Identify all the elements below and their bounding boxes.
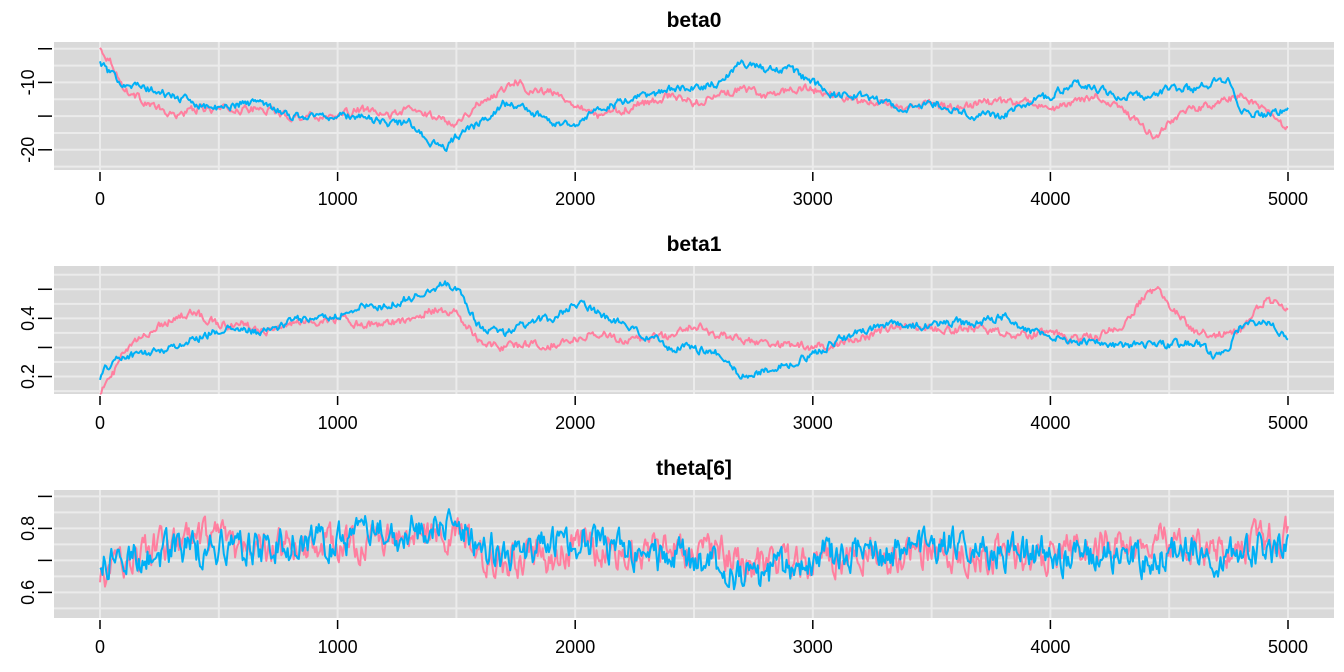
trace-line-chain-2 [99, 508, 1289, 591]
y-tick-label: 0.6 [18, 580, 38, 605]
x-axis: 0 1000 2000 3000 4000 5000 [95, 172, 1308, 209]
panel-title: theta[6] [656, 457, 732, 480]
y-axis: 0.2 0.4 [18, 288, 52, 389]
x-tick-label: 1000 [318, 189, 358, 209]
x-tick-label: 3000 [793, 637, 833, 657]
y-tick-label: -20 [18, 137, 38, 163]
y-tick-label: 0.2 [18, 364, 38, 389]
x-tick-label: 0 [95, 637, 105, 657]
x-tick-label: 4000 [1030, 189, 1070, 209]
y-axis: 0.6 0.8 [18, 495, 52, 605]
panel-title: beta0 [667, 9, 722, 32]
trace-panel-2: theta[6] 0 1000 2000 3000 4000 5000 0.6 0.8 [18, 457, 1334, 657]
trace-line-chain-2 [99, 59, 1289, 152]
x-tick-label: 1000 [318, 413, 358, 433]
trace-panel-1: beta1 0 1000 2000 3000 4000 5000 0.2 0.4 [18, 233, 1334, 433]
y-tick-label: -10 [18, 69, 38, 95]
x-axis: 0 1000 2000 3000 4000 5000 [95, 396, 1308, 433]
x-tick-label: 0 [95, 413, 105, 433]
x-tick-label: 4000 [1030, 637, 1070, 657]
x-tick-label: 1000 [318, 637, 358, 657]
y-tick-label: 0.4 [18, 306, 38, 331]
y-tick-label: 0.8 [18, 516, 38, 541]
x-tick-label: 2000 [555, 413, 595, 433]
x-tick-label: 5000 [1268, 637, 1308, 657]
trace-panel-0: beta0 0 1000 2000 3000 4000 5000 -20 -10 [18, 9, 1334, 209]
x-tick-label: 3000 [793, 413, 833, 433]
y-axis: -20 -10 [18, 47, 52, 163]
trace-line-chain-2 [99, 280, 1289, 381]
x-tick-label: 5000 [1268, 189, 1308, 209]
trace-line-chain-1 [99, 286, 1289, 395]
x-tick-label: 4000 [1030, 413, 1070, 433]
x-axis: 0 1000 2000 3000 4000 5000 [95, 620, 1308, 657]
grid-lines [54, 42, 1334, 170]
x-tick-label: 2000 [555, 637, 595, 657]
x-tick-label: 3000 [793, 189, 833, 209]
x-tick-label: 5000 [1268, 413, 1308, 433]
x-tick-label: 0 [95, 189, 105, 209]
panel-title: beta1 [667, 233, 722, 256]
x-tick-label: 2000 [555, 189, 595, 209]
